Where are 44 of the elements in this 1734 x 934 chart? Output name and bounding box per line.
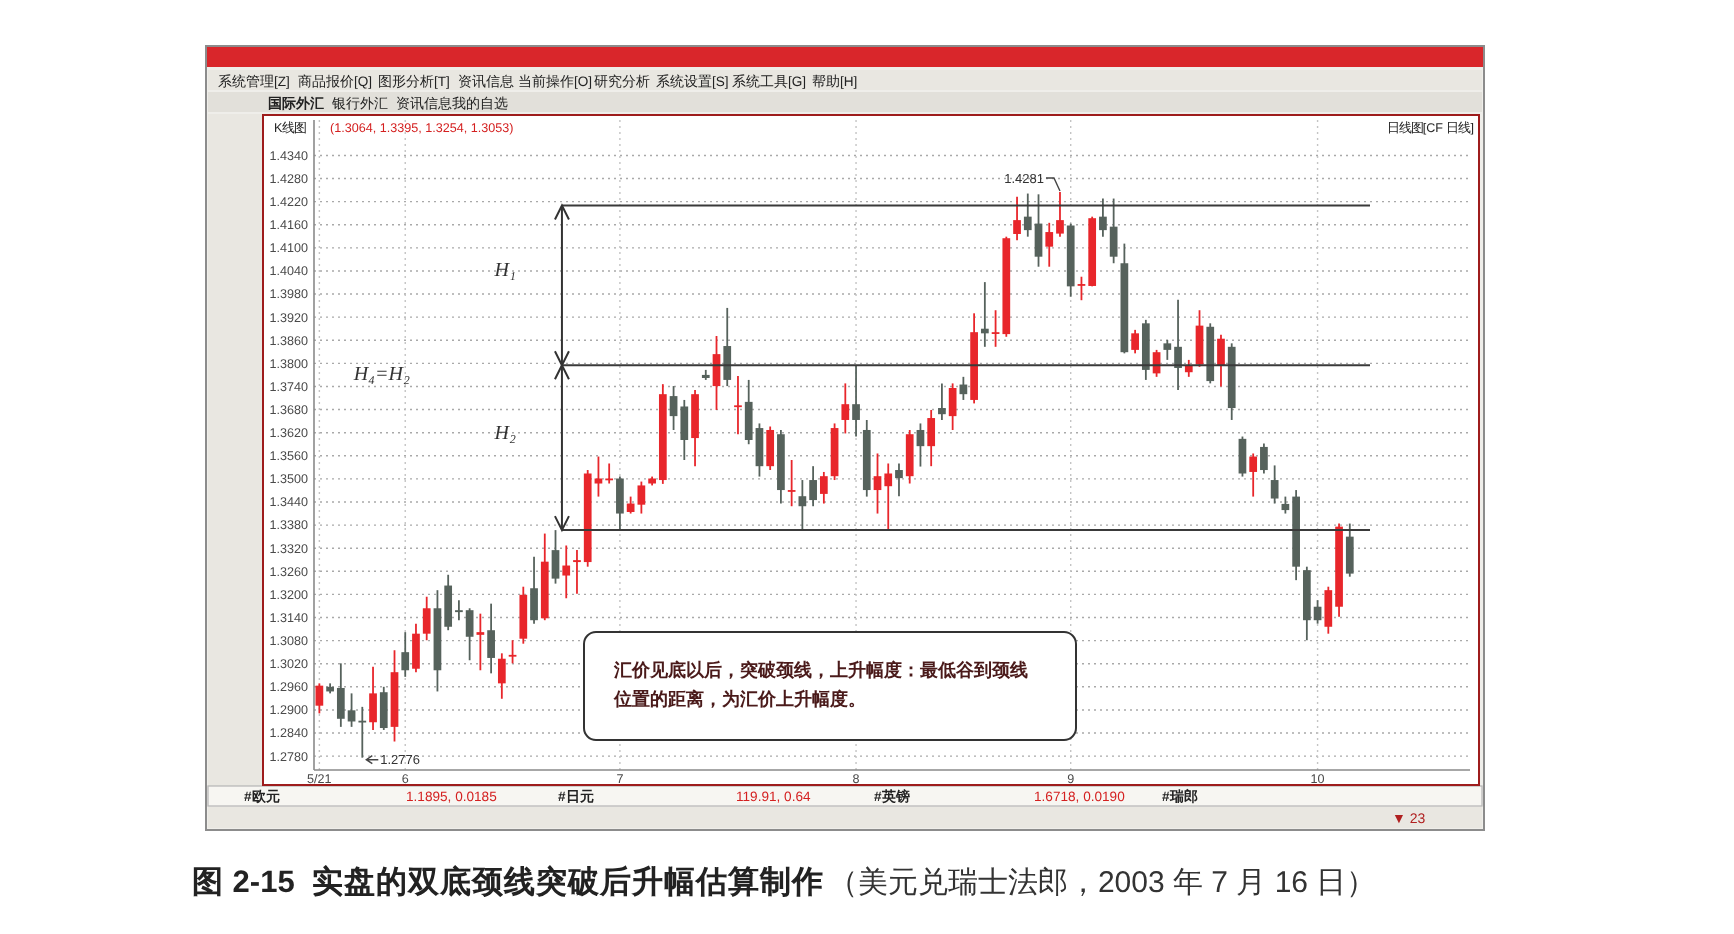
candlestick	[1013, 195, 1021, 242]
candlestick	[616, 475, 624, 531]
annotation: H₄=H₂	[351, 364, 411, 387]
candlestick	[379, 685, 388, 731]
candlestick	[401, 631, 410, 678]
candlestick	[562, 544, 571, 600]
candlestick	[1249, 452, 1258, 498]
candlestick	[723, 307, 732, 387]
candlestick	[519, 585, 528, 645]
candlestick	[916, 422, 925, 468]
candlestick	[734, 375, 742, 436]
candlestick	[819, 471, 828, 505]
candlestick	[691, 389, 699, 468]
candlestick	[948, 382, 957, 431]
candlestick	[841, 382, 850, 435]
text: 图 2-15 实盘的双底颈线突破后升幅估算制作	[192, 864, 824, 900]
candlestick	[551, 529, 560, 585]
candlestick	[905, 429, 914, 485]
candlestick	[487, 602, 495, 675]
candlestick	[895, 462, 903, 498]
candlestick	[422, 595, 431, 642]
candlestick	[358, 705, 367, 759]
candlestick	[1260, 442, 1268, 475]
candlestick	[852, 364, 860, 438]
candlestick	[412, 622, 420, 674]
candlestick	[508, 639, 517, 665]
candlestick	[787, 459, 796, 508]
candlestick	[766, 425, 775, 471]
candlestick	[369, 665, 377, 731]
candlestick	[476, 612, 485, 672]
annotation: H₂	[492, 422, 517, 445]
candlestick	[1270, 464, 1279, 505]
candlestick	[497, 652, 506, 700]
annotation: 汇价见底以后，突破颈线，上升幅度：最低谷到颈线位置的距离，为汇价上升幅度。	[612, 660, 1028, 709]
candlestick	[1131, 328, 1139, 355]
annotation: H₁	[492, 260, 516, 283]
candlestick	[315, 682, 324, 715]
candlestick	[1345, 522, 1354, 578]
candlestick	[530, 555, 538, 625]
candlestick	[938, 382, 946, 421]
text: （美元兑瑞士法郎，2003 年 7 月 16 日）	[827, 866, 1377, 900]
candlestick	[927, 409, 936, 468]
candlestick	[1141, 318, 1150, 381]
candlestick	[1217, 333, 1225, 388]
